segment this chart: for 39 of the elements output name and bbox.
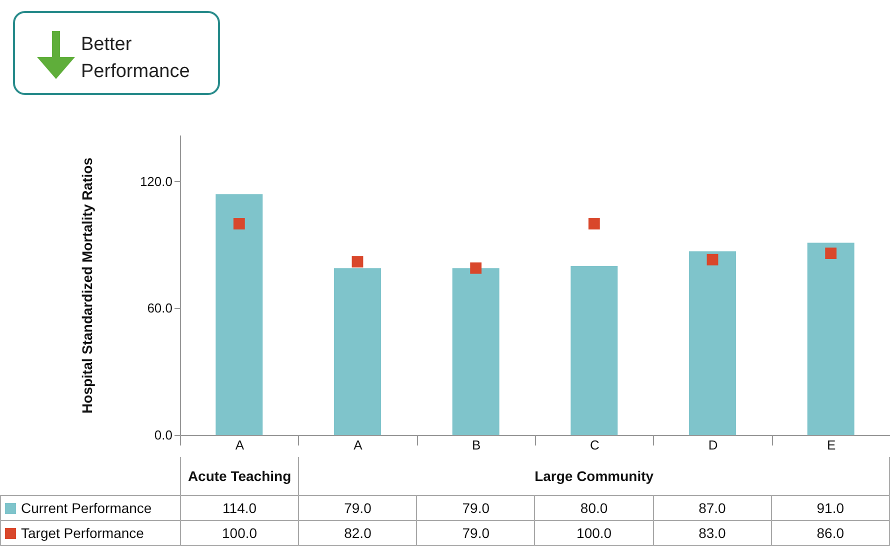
data-label: 80.0: [534, 496, 654, 520]
legend-label: Current Performance: [0, 496, 180, 520]
bar: [334, 268, 381, 435]
point: [233, 218, 245, 230]
data-label: 91.0: [771, 496, 890, 520]
y-tick-label: 120.0: [140, 174, 172, 189]
data-label: 114.0: [180, 496, 299, 520]
point: [588, 218, 600, 230]
data-label: 79.0: [416, 496, 535, 520]
data-label: 82.0: [298, 520, 417, 546]
point: [706, 254, 718, 266]
point: [352, 256, 364, 268]
x-tick-label: A: [235, 438, 244, 452]
data-label: 79.0: [298, 496, 417, 520]
bar: [689, 251, 736, 435]
data-label: 86.0: [771, 520, 890, 546]
data-label: 79.0: [416, 520, 535, 546]
text: Better Performance: [81, 33, 190, 84]
bar: [216, 194, 263, 435]
text: Large Community: [298, 457, 890, 496]
data-label: 100.0: [180, 520, 299, 546]
x-tick-label: B: [472, 438, 481, 452]
bar: [570, 266, 618, 435]
y-axis-title: Hospital Standardized Mortality Ratios: [78, 157, 95, 414]
x-tick-label: D: [708, 438, 718, 452]
legend-label: Target Performance: [0, 520, 180, 546]
x-tick-label: C: [590, 438, 600, 452]
point: [825, 248, 837, 260]
bar: [452, 268, 500, 435]
data-label: 87.0: [653, 496, 772, 520]
data-label: 100.0: [534, 520, 654, 546]
x-tick-label: A: [354, 438, 363, 452]
data-label: 83.0: [653, 520, 772, 546]
point: [470, 262, 482, 274]
y-tick-label: 60.0: [147, 300, 172, 316]
bar: [807, 242, 854, 435]
x-tick-label: E: [826, 438, 836, 452]
text: Acute Teaching: [180, 457, 299, 496]
y-tick-label: 0.0: [154, 428, 172, 442]
